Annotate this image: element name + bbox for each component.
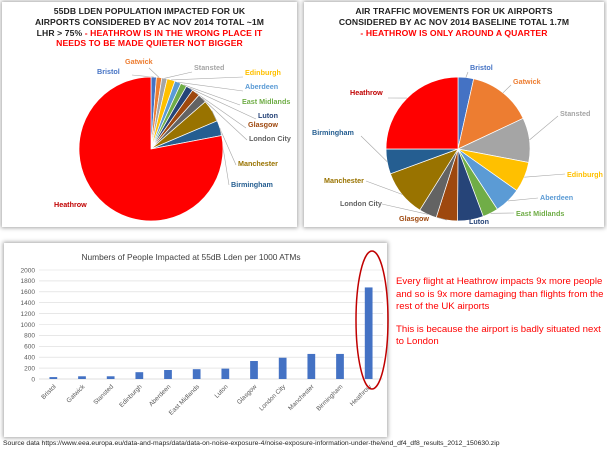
y-tick-label-2000: 2000 <box>21 267 36 274</box>
leader-line-edinburgh <box>524 173 566 178</box>
pie-label-east-midlands: East Midlands <box>516 209 564 218</box>
x-tick-label-bristol: Bristol <box>40 383 58 401</box>
y-tick-label-1400: 1400 <box>21 300 36 307</box>
pie-label-manchester: Manchester <box>324 176 364 185</box>
pie-slice-heathrow <box>385 76 459 150</box>
y-tick-label-1000: 1000 <box>21 322 36 329</box>
note-paragraph-1: Every flight at Heathrow impacts 9x more… <box>396 276 604 313</box>
bar-manchester <box>307 353 316 379</box>
right-pie-panel: AIR TRAFFIC MOVEMENTS FOR UK AIRPORTS CO… <box>304 2 604 227</box>
y-tick-label-1800: 1800 <box>21 278 36 285</box>
x-tick-label-gatwick: Gatwick <box>65 383 87 405</box>
leader-line-stansted <box>529 115 559 141</box>
bar-edinburgh <box>135 372 144 379</box>
x-tick-label-london-city: London City <box>258 383 288 413</box>
leader-line-bristol <box>465 71 469 78</box>
pie-label-stansted: Stansted <box>194 63 224 72</box>
pie-label-bristol: Bristol <box>470 63 493 72</box>
leader-line-edinburgh <box>171 76 244 81</box>
bar-east-midlands <box>192 369 201 379</box>
leader-line-london-city <box>381 203 428 215</box>
right-title-line-2: CONSIDERED BY AC NOV 2014 BASELINE TOTAL… <box>338 16 570 27</box>
annotation-note: Every flight at Heathrow impacts 9x more… <box>396 276 606 359</box>
pie-label-bristol: Bristol <box>97 67 120 76</box>
leader-line-manchester <box>365 180 403 195</box>
pie-label-luton: Luton <box>258 111 278 120</box>
y-tick-label-400: 400 <box>24 355 35 362</box>
pie-label-glasgow: Glasgow <box>399 214 429 223</box>
bar-glasgow <box>250 361 258 379</box>
pie-label-london-city: London City <box>340 199 382 208</box>
x-tick-label-birmingham: Birmingham <box>315 383 344 412</box>
leader-line-glasgow <box>195 92 247 129</box>
x-tick-label-heathrow: Heathrow <box>349 383 374 408</box>
leader-line-gatwick <box>148 67 160 78</box>
y-tick-label-800: 800 <box>24 333 35 340</box>
pie-label-stansted: Stansted <box>560 109 590 118</box>
leader-line-aberdeen <box>177 81 244 92</box>
x-tick-label-glasgow: Glasgow <box>236 383 259 406</box>
bar-aberdeen <box>164 370 172 379</box>
pie-label-gatwick: Gatwick <box>513 77 541 86</box>
left-pie-panel: 55DB LDEN POPULATION IMPACTED FOR UK AIR… <box>2 2 297 227</box>
bar-stansted <box>106 376 115 379</box>
bar-chart-panel: Numbers of People Impacted at 55dB Lden … <box>4 243 387 437</box>
pie-label-manchester: Manchester <box>238 159 278 168</box>
right-title-line-3: - HEATHROW IS ONLY AROUND A QUARTER <box>360 27 548 38</box>
bar-gatwick <box>78 376 86 379</box>
left-title-line-1: 55DB LDEN POPULATION IMPACTED FOR UK <box>53 6 246 16</box>
pie-slice-heathrow <box>78 76 224 222</box>
leader-line-london-city <box>201 98 248 141</box>
bar-chart: Numbers of People Impacted at 55dB Lden … <box>21 252 383 417</box>
right-title-line-1: AIR TRAFFIC MOVEMENTS FOR UK AIRPORTS <box>355 6 553 16</box>
bar-bristol <box>49 377 58 379</box>
right-pie-title: AIR TRAFFIC MOVEMENTS FOR UK AIRPORTS CO… <box>304 6 604 38</box>
pie-label-heathrow: Heathrow <box>350 88 383 97</box>
leader-line-east-midlands <box>183 84 241 106</box>
bar-luton <box>221 368 230 379</box>
leader-line-aberdeen <box>507 197 539 202</box>
bar-london-city <box>278 357 287 379</box>
leader-line-stansted <box>164 71 193 79</box>
pie-label-glasgow: Glasgow <box>248 120 278 129</box>
y-tick-label-200: 200 <box>24 365 35 372</box>
bar-heathrow <box>364 287 373 379</box>
left-title-line-2: AIRPORTS CONSIDERED BY AC NOV 2014 TOTAL… <box>34 16 265 27</box>
left-pie-chart: Bristol Gatwick Stansted Edinburgh Aberdeen E… <box>54 57 291 222</box>
leader-line-birmingham <box>360 135 388 162</box>
bar-chart-title: Numbers of People Impacted at 55dB Lden … <box>81 252 300 262</box>
left-title-line-4: NEEDS TO BE MADE QUIETER NOT BIGGER <box>56 38 243 49</box>
x-tick-label-manchester: Manchester <box>287 383 316 412</box>
y-tick-label-0: 0 <box>31 376 35 383</box>
pie-label-london-city: London City <box>249 134 291 143</box>
leader-line-manchester <box>211 110 237 166</box>
x-tick-label-aberdeen: Aberdeen <box>148 383 173 408</box>
pie-label-birmingham: Birmingham <box>312 128 354 137</box>
x-tick-label-east-midlands: East Midlands <box>168 383 201 416</box>
x-tick-label-stansted: Stansted <box>92 383 115 406</box>
x-tick-label-luton: Luton <box>213 383 230 400</box>
leader-line-luton <box>189 87 257 120</box>
source-footnote: Source data https://www.eea.europa.eu/da… <box>3 440 500 447</box>
pie-label-east-midlands: East Midlands <box>242 97 290 106</box>
x-tick-label-edinburgh: Edinburgh <box>118 383 144 409</box>
pie-label-birmingham: Birmingham <box>231 180 273 189</box>
leader-line-gatwick <box>502 84 512 94</box>
y-tick-label-1600: 1600 <box>21 289 36 296</box>
pie-label-edinburgh: Edinburgh <box>245 68 281 77</box>
left-title-line-3: LHR > 75% - HEATHROW IS IN THE WRONG PLA… <box>36 27 263 38</box>
pie-label-gatwick: Gatwick <box>125 57 153 66</box>
right-pie-chart: Bristol Gatwick Stansted Edinburgh Aberdeen E… <box>312 63 603 226</box>
pie-label-edinburgh: Edinburgh <box>567 170 603 179</box>
pie-label-heathrow: Heathrow <box>54 200 87 209</box>
y-tick-label-1200: 1200 <box>21 311 36 318</box>
y-tick-label-600: 600 <box>24 344 35 351</box>
bar-birmingham <box>336 353 344 379</box>
leader-line-luton <box>470 218 473 221</box>
pie-label-aberdeen: Aberdeen <box>245 82 278 91</box>
pie-label-luton: Luton <box>469 217 489 226</box>
pie-label-aberdeen: Aberdeen <box>540 193 573 202</box>
left-pie-title: 55DB LDEN POPULATION IMPACTED FOR UK AIR… <box>2 6 297 49</box>
note-paragraph-2: This is because the airport is badly sit… <box>396 323 601 348</box>
